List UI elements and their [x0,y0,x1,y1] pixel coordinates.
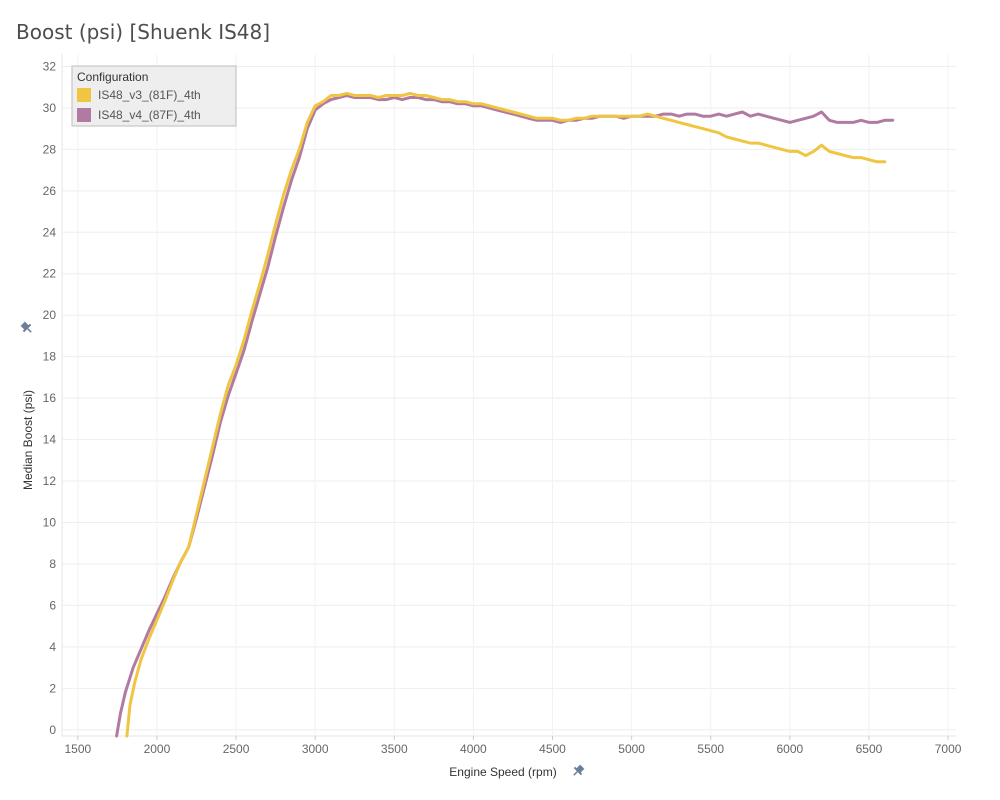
y-tick-label: 14 [43,433,57,447]
y-tick-label: 20 [43,308,57,322]
pin-base [22,323,32,333]
legend-entry-0: IS48_v3_(81F)_4th [98,88,201,102]
series-line-1[interactable] [115,94,895,738]
legend-swatch-1 [77,108,91,122]
y-tick-label: 4 [49,640,56,654]
x-tick-label: 5500 [697,742,724,756]
y-tick-label: 26 [43,184,57,198]
legend-swatch-0 [77,88,91,102]
legend-title: Configuration [77,70,148,84]
y-tick-label: 18 [43,350,57,364]
y-tick-label: 28 [43,142,57,156]
x-axis-pin-icon[interactable] [570,763,586,779]
pin-needle [573,771,578,776]
x-tick-label: 2500 [223,742,250,756]
pin-base [573,766,583,776]
y-tick-label: 0 [49,723,56,737]
x-tick-label: 4000 [460,742,487,756]
y-tick-label: 30 [43,101,57,115]
y-tick-label: 2 [49,681,56,695]
y-axis-pin-icon[interactable] [19,320,35,336]
y-tick-label: 16 [43,391,57,405]
series-layer [115,91,895,738]
grid-layer [61,54,956,740]
y-tick-label: 32 [43,59,57,73]
chart-title: Boost (psi) [Shuenk IS48] [16,20,271,44]
x-tick-label: 4500 [539,742,566,756]
x-axis-label: Engine Speed (rpm) [449,765,556,779]
x-tick-label: 7000 [935,742,962,756]
legend-items: IS48_v3_(81F)_4th IS48_v4_(87F)_4th [77,88,201,122]
y-tick-label: 10 [43,515,57,529]
pin-needle [27,328,32,333]
legend-box [71,65,237,127]
y-tick-label: 6 [49,598,56,612]
series-line-0[interactable] [125,91,887,738]
x-tick-label: 1500 [64,742,91,756]
x-tick-label: 3000 [302,742,329,756]
x-tick-label: 6500 [856,742,883,756]
x-tick-label: 6000 [777,742,804,756]
y-tick-label: 8 [49,557,56,571]
y-tick-label: 24 [43,225,57,239]
legend[interactable]: Configuration IS48_v3_(81F)_4th IS48_v4_(… [71,65,237,127]
y-tick-label: 22 [43,267,57,281]
x-tick-label: 2000 [144,742,171,756]
x-tick-label: 5000 [618,742,645,756]
y-axis-label: Median Boost (psi) [21,390,35,490]
x-tick-label: 3500 [381,742,408,756]
legend-entry-1: IS48_v4_(87F)_4th [98,108,201,122]
y-tick-label: 12 [43,474,57,488]
